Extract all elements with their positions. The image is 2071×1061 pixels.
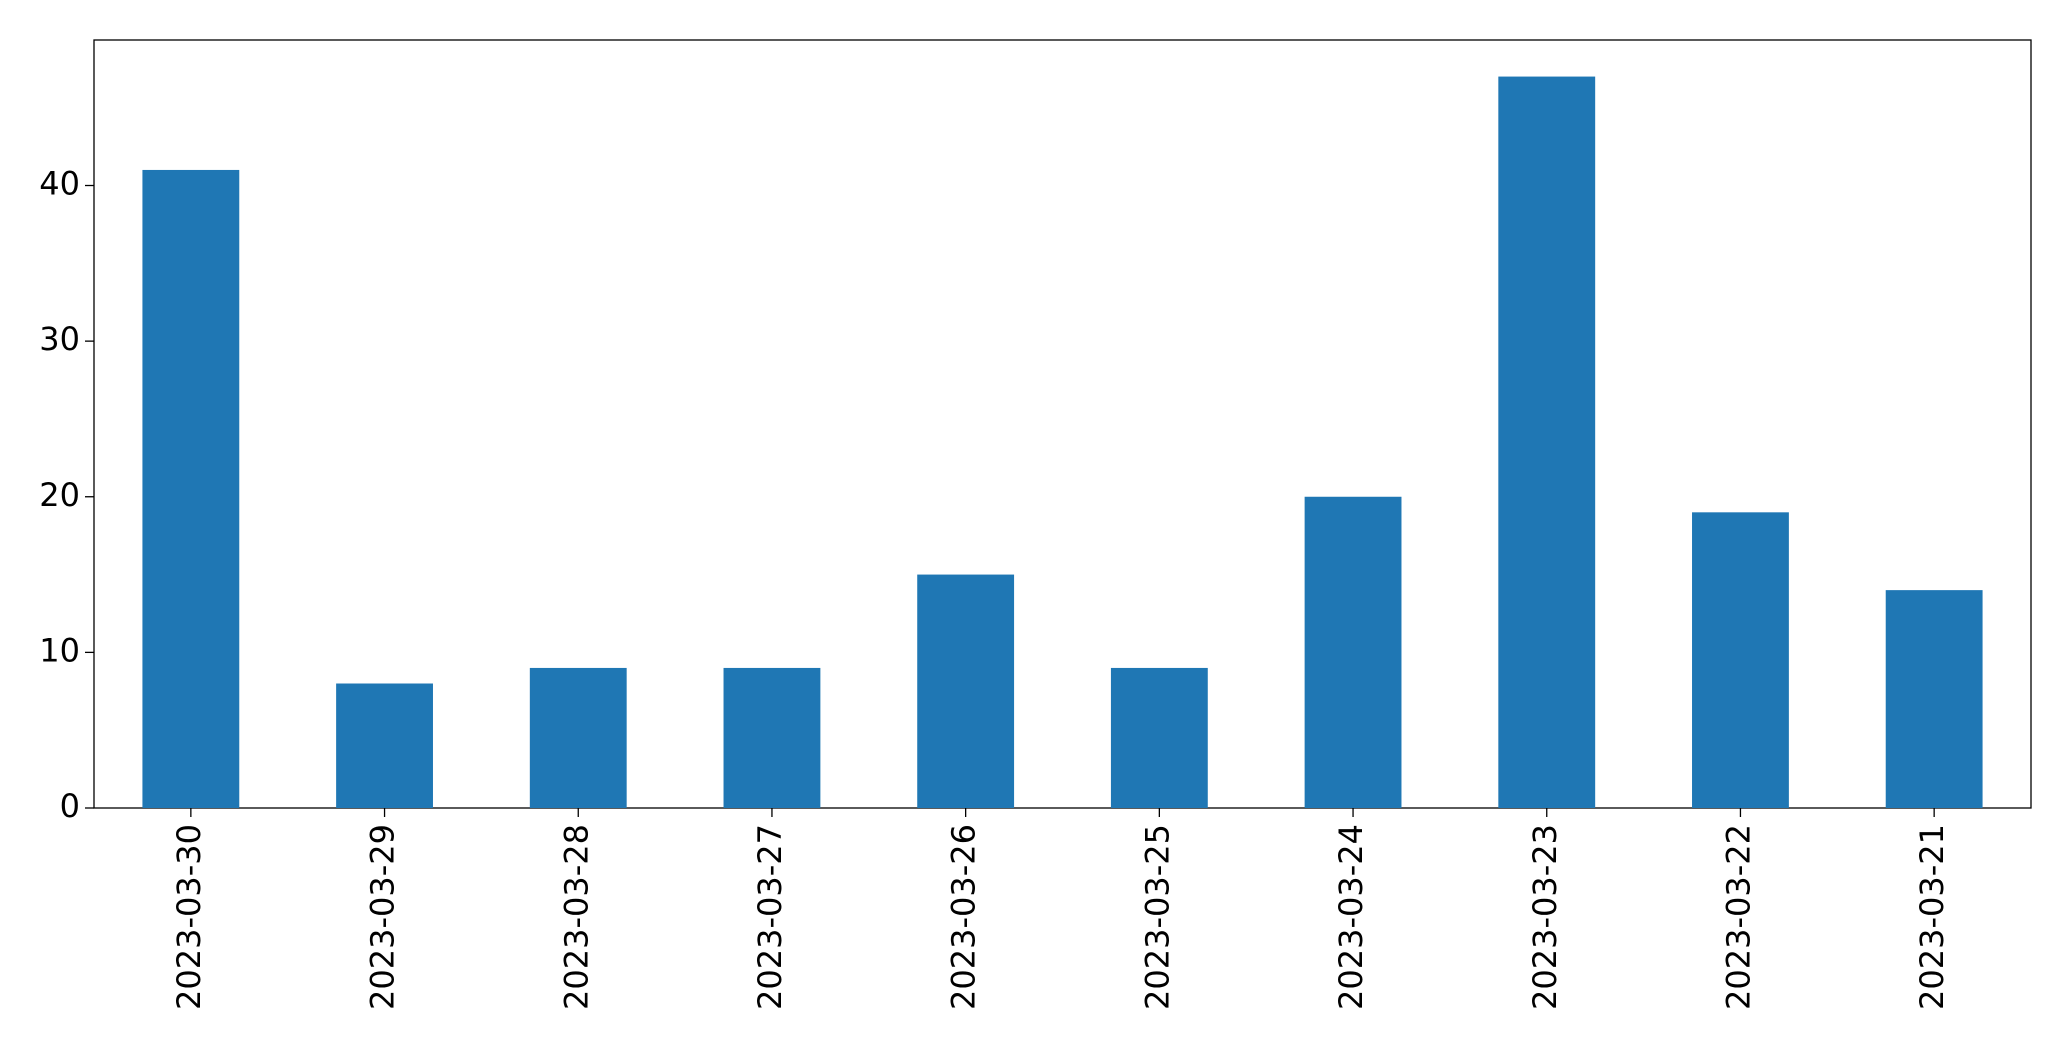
x-tick-label: 2023-03-29 [364, 824, 402, 1010]
bar [1110, 667, 1208, 808]
x-tick-label: 2023-03-21 [1913, 824, 1951, 1010]
bar [529, 667, 627, 808]
bar [917, 574, 1015, 808]
bar [142, 169, 240, 808]
bar [723, 667, 821, 808]
bar [336, 683, 433, 808]
x-tick-label: 2023-03-23 [1526, 824, 1564, 1010]
x-tick-label: 2023-03-28 [557, 824, 595, 1010]
y-tick-label: 30 [39, 320, 80, 358]
x-tick-label: 2023-03-27 [751, 824, 789, 1010]
y-tick-label: 20 [39, 476, 80, 514]
bar [1885, 590, 1983, 808]
x-tick-label: 2023-03-25 [1138, 824, 1176, 1010]
x-tick-label: 2023-03-22 [1719, 824, 1757, 1010]
y-tick-label: 10 [39, 631, 80, 669]
y-tick-label: 40 [39, 165, 80, 203]
bar [1304, 496, 1402, 808]
x-tick-label: 2023-03-26 [945, 824, 983, 1010]
axes-frame [93, 39, 2032, 809]
x-tick-label: 2023-03-30 [170, 824, 208, 1010]
y-tick-label: 0 [60, 787, 80, 825]
x-tick-label: 2023-03-24 [1332, 824, 1370, 1010]
bar [1498, 76, 1596, 809]
bar [1692, 512, 1789, 808]
